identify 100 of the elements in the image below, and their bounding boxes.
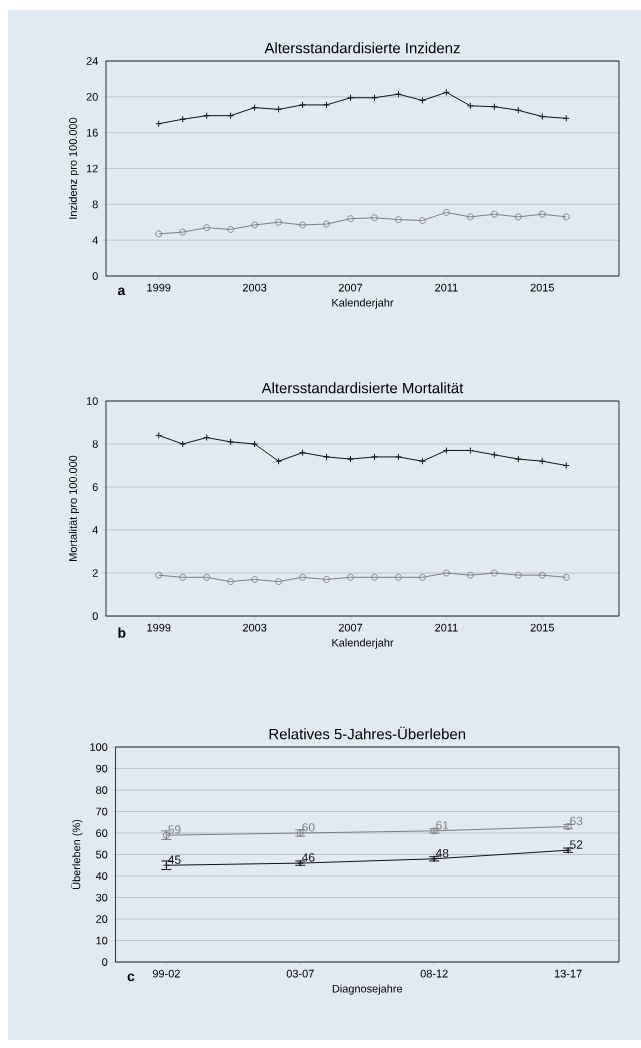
point — [466, 571, 474, 579]
point — [490, 451, 498, 459]
chart-title: Relatives 5-Jahres-Überleben — [269, 726, 466, 740]
point — [394, 573, 402, 581]
point — [466, 102, 474, 110]
y-tick-label: 50 — [96, 850, 108, 859]
y-tick-label: 4 — [92, 236, 98, 244]
point — [538, 457, 546, 465]
point — [203, 224, 211, 232]
y-tick-label: 6 — [92, 483, 98, 491]
y-tick-label: 10 — [96, 936, 108, 945]
x-tick-label: 2011 — [435, 623, 458, 632]
y-axis-title: Überleben (%) — [71, 819, 83, 889]
y-tick-label: 30 — [96, 893, 108, 902]
point — [418, 96, 426, 104]
point — [203, 573, 211, 581]
y-tick-label: 60 — [96, 829, 108, 837]
point — [251, 221, 259, 229]
point — [442, 569, 450, 577]
data-label: 48 — [435, 848, 449, 858]
y-axis-title: Inzidenz pro 100.000 — [68, 117, 80, 219]
point — [370, 573, 378, 581]
x-axis-title: Kalenderjahr — [332, 638, 394, 649]
data-label: 52 — [570, 840, 583, 849]
point — [227, 112, 235, 120]
point — [179, 573, 187, 581]
point — [203, 434, 211, 442]
point — [347, 455, 355, 463]
y-tick-label: 90 — [96, 764, 108, 773]
point — [227, 578, 235, 586]
point — [299, 101, 307, 109]
point — [442, 208, 450, 216]
point — [370, 214, 378, 222]
y-tick-label: 100 — [90, 743, 108, 751]
point — [179, 115, 187, 123]
y-tick-label: 20 — [86, 92, 98, 101]
text: c — [127, 973, 135, 982]
point — [538, 210, 546, 218]
y-tick-label: 80 — [96, 786, 108, 794]
point — [347, 94, 355, 102]
point — [227, 225, 235, 233]
point — [514, 571, 522, 579]
point — [442, 88, 450, 96]
x-tick-label: 2015 — [530, 283, 554, 292]
x-tick-label: 1999 — [147, 283, 171, 292]
point — [251, 575, 259, 583]
point — [347, 215, 355, 223]
y-tick-label: 0 — [92, 272, 98, 280]
y-tick-label: 24 — [86, 57, 98, 65]
x-tick-label: 2011 — [435, 283, 458, 292]
point — [490, 103, 498, 111]
x-tick-label: 1999 — [147, 623, 171, 632]
point — [418, 457, 426, 465]
point — [203, 112, 211, 120]
x-tick-label: 2003 — [242, 283, 267, 292]
point — [442, 446, 450, 454]
point — [179, 228, 187, 236]
point — [299, 221, 307, 229]
point — [299, 573, 307, 581]
data-label: 60 — [302, 823, 315, 832]
x-tick-label: 2007 — [338, 283, 363, 292]
point — [251, 440, 259, 448]
point — [251, 104, 259, 112]
x-tick-label: 03-07 — [286, 969, 314, 978]
data-label: 61 — [436, 821, 449, 830]
text: a — [117, 287, 126, 296]
y-axis-title: Mortalität pro 100.000 — [68, 455, 80, 561]
point — [394, 90, 402, 98]
x-tick-label: 2003 — [242, 623, 267, 632]
x-tick-label: 99-02 — [152, 969, 180, 978]
point — [275, 218, 283, 226]
x-axis-title: Kalenderjahr — [332, 298, 394, 309]
point — [466, 213, 474, 221]
y-tick-label: 4 — [92, 526, 98, 534]
chart-title: Altersstandardisierte Inzidenz — [264, 42, 460, 54]
y-tick-label: 16 — [86, 128, 98, 137]
y-tick-label: 20 — [96, 915, 108, 923]
x-axis-title: Diagnosejahre — [332, 984, 403, 995]
point — [275, 578, 283, 586]
y-tick-label: 8 — [92, 440, 98, 448]
point — [538, 113, 546, 121]
y-tick-label: 10 — [86, 397, 98, 405]
point — [538, 571, 546, 579]
text: b — [118, 627, 126, 638]
point — [370, 453, 378, 461]
point — [323, 453, 331, 461]
y-tick-label: 12 — [86, 164, 98, 173]
point — [418, 216, 426, 224]
point — [370, 94, 378, 102]
x-tick-label: 13-17 — [554, 969, 582, 978]
y-tick-label: 0 — [92, 612, 98, 620]
y-tick-label: 2 — [92, 569, 98, 577]
data-label: 45 — [168, 855, 181, 864]
point — [179, 440, 187, 448]
point — [275, 105, 283, 113]
data-label: 63 — [570, 816, 583, 826]
data-label: 59 — [168, 825, 181, 834]
point — [299, 449, 307, 457]
chart-title: Altersstandardisierte Mortalität — [261, 382, 464, 394]
y-tick-label: 0 — [102, 958, 108, 966]
